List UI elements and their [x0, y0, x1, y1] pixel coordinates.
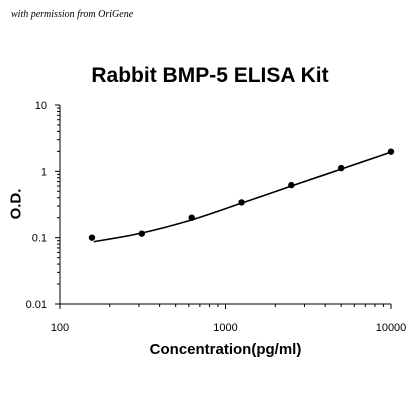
data-point	[138, 230, 145, 237]
series-layer	[88, 148, 395, 243]
data-point	[238, 199, 245, 206]
x-axis-label: Concentration(pg/ml)	[149, 341, 302, 358]
data-point	[387, 148, 395, 155]
fitted-curve	[93, 151, 392, 243]
x-tick-label: 100	[51, 322, 69, 334]
y-tick-label: 1	[41, 166, 47, 178]
y-tick-label: 0.1	[32, 233, 47, 245]
data-point	[88, 234, 96, 241]
axes: 0.01 0.1 1 10 100 1000 10000	[26, 100, 407, 334]
x-tick-label: 1000	[213, 322, 237, 334]
data-point	[188, 214, 195, 221]
data-point	[288, 181, 295, 189]
chart-title: Rabbit BMP-5 ELISA Kit	[91, 64, 329, 87]
data-point	[337, 164, 345, 172]
y-tick-label: 10	[35, 100, 47, 112]
y-tick-label: 0.01	[26, 299, 47, 311]
x-tick-label: 10000	[376, 322, 407, 334]
permission-note: with permission from OriGene	[11, 9, 134, 20]
